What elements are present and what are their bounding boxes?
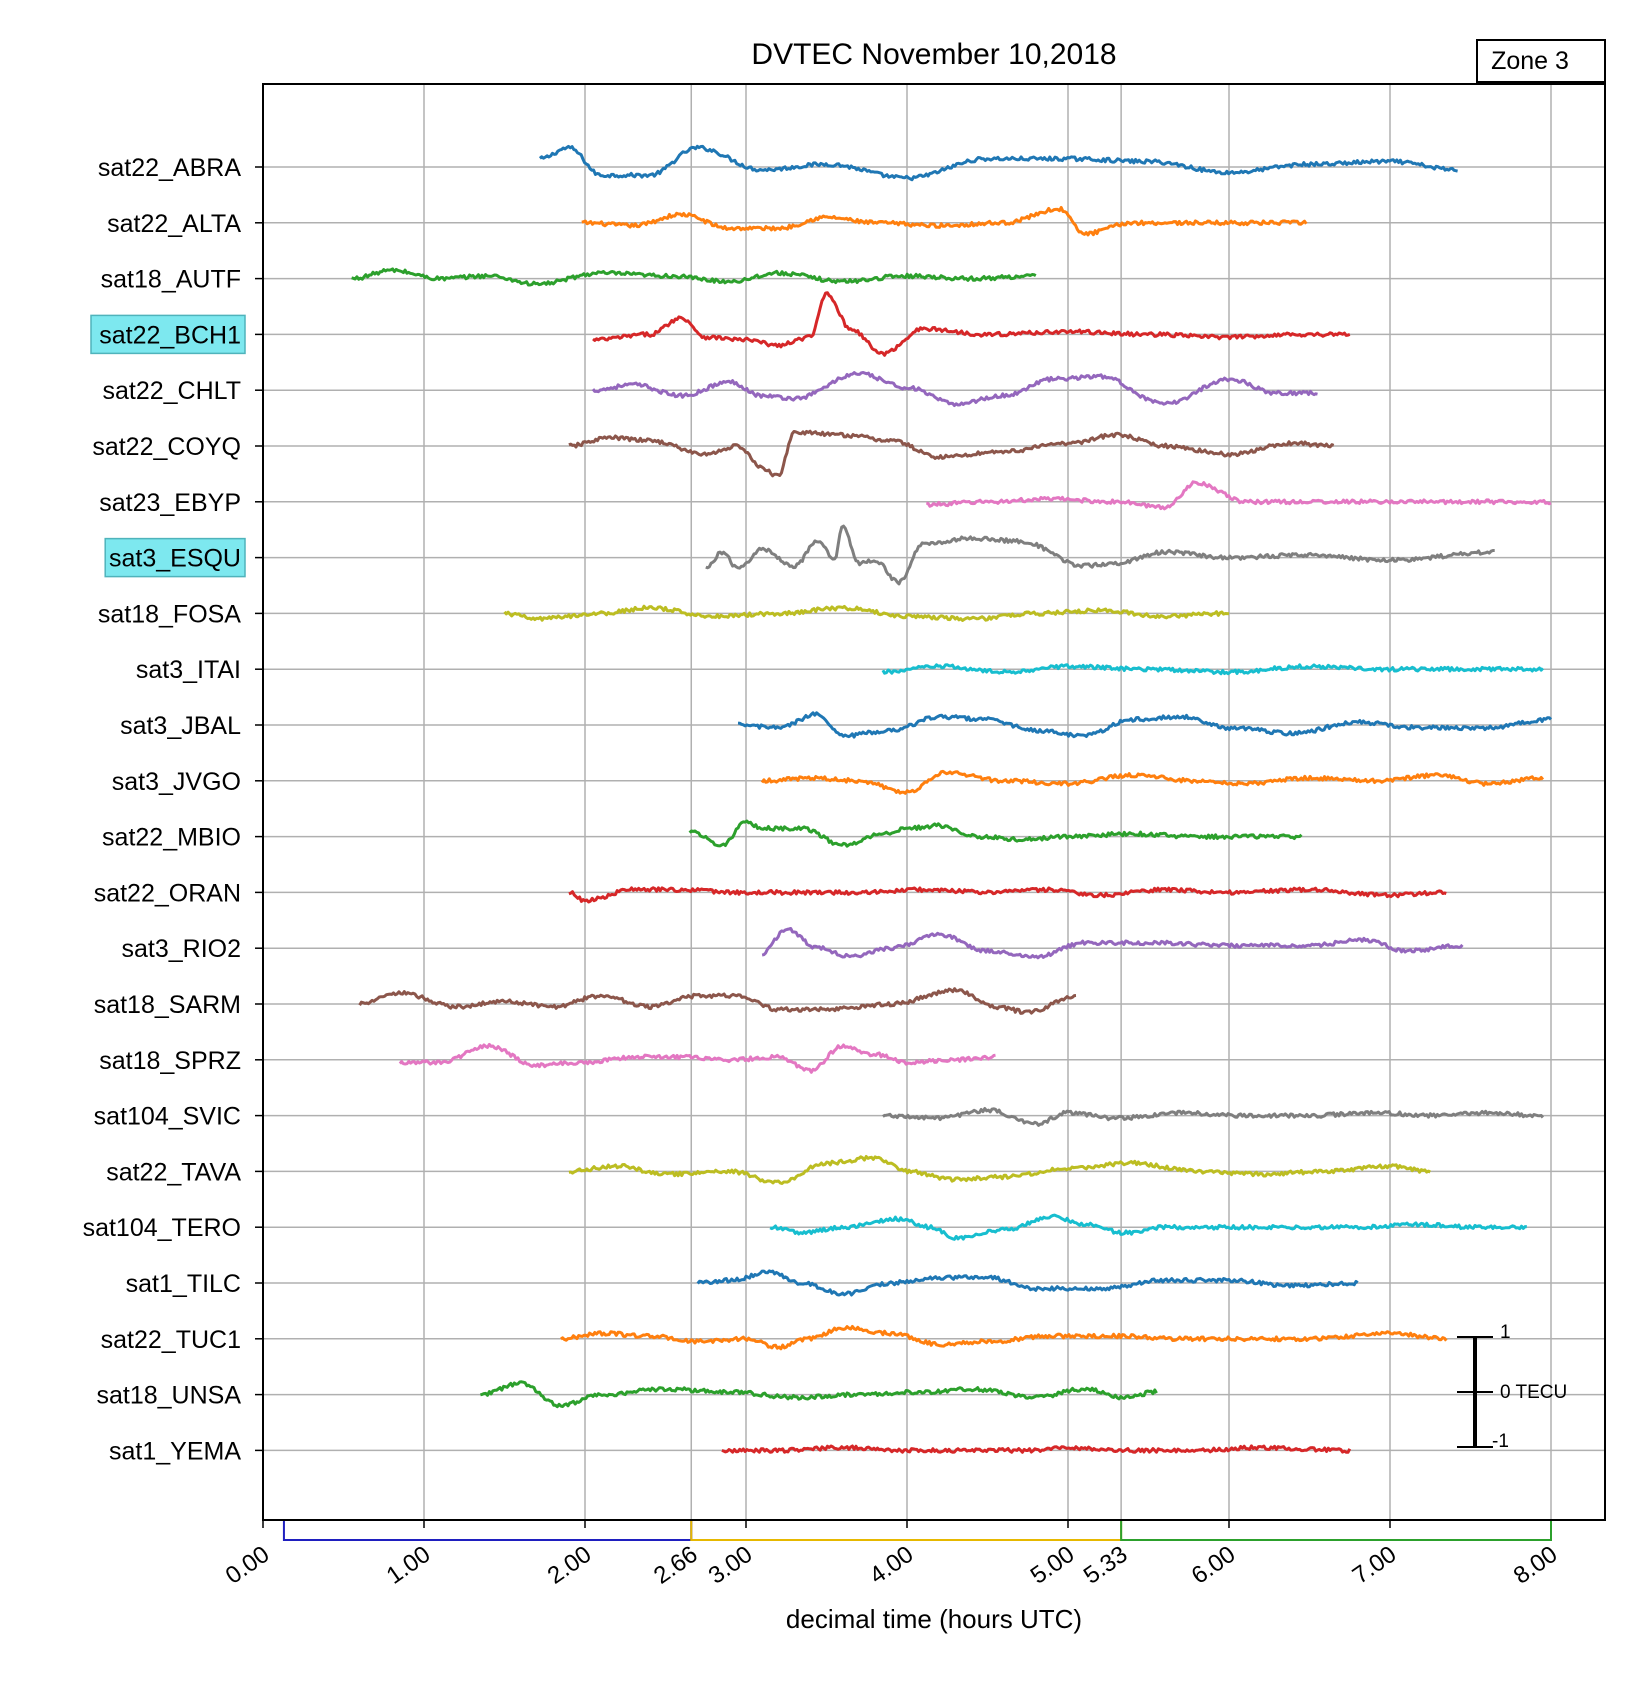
zone-box (1476, 39, 1606, 83)
station-label: sat1_TILC (126, 1270, 241, 1298)
series-layer (351, 144, 1553, 1454)
series-line-sat3_esqu (705, 524, 1495, 586)
zone-label: Zone 3 (1491, 47, 1569, 75)
series-line-sat18_sprz (398, 1042, 996, 1074)
series-line-sat23_ebyp (926, 480, 1552, 511)
series-line-sat3_rio2 (761, 927, 1464, 960)
station-label: sat3_ITAI (136, 656, 241, 684)
station-label: sat18_SPRZ (99, 1047, 241, 1075)
series-line-sat22_alta (581, 206, 1308, 237)
station-label: sat18_FOSA (98, 600, 241, 628)
scale-bottom-label: -1 (1492, 1431, 1509, 1452)
x-tick-label: 8.00 (1509, 1541, 1563, 1590)
series-line-sat104_tero (769, 1213, 1527, 1241)
series-line-sat22_coyq (568, 429, 1335, 478)
x-tick-label: 2.66 (649, 1541, 703, 1590)
series-line-sat104_svic (882, 1107, 1545, 1127)
series-line-sat18_unsa (480, 1380, 1158, 1409)
station-label: sat18_AUTF (101, 266, 241, 294)
station-label: sat104_SVIC (94, 1103, 241, 1131)
label-layer: 0.00 1.00 2.00 2.66 3.00 4.00 5.00 5.33 6.00 7.00… (83, 154, 1563, 1590)
station-label: sat3_RIO2 (121, 935, 241, 963)
plot-frame (262, 83, 1606, 1521)
grid-layer (255, 84, 1605, 1541)
x-tick-label: 4.00 (865, 1541, 919, 1590)
station-label: sat3_JVGO (112, 768, 241, 796)
series-line-sat22_oran (568, 886, 1447, 904)
series-line-sat18_autf (351, 267, 1037, 287)
series-line-sat1_tilc (696, 1269, 1359, 1297)
series-line-sat3_jvgo (760, 769, 1545, 795)
x-tick-label: 3.00 (704, 1541, 758, 1590)
station-label: sat18_UNSA (96, 1382, 241, 1410)
station-label: sat23_EBYP (99, 489, 241, 517)
station-label: sat22_TAVA (106, 1158, 241, 1186)
station-label: sat22_MBIO (102, 824, 241, 852)
series-line-sat22_abra (538, 144, 1458, 182)
x-tick-label: 5.33 (1079, 1541, 1133, 1590)
station-label: sat3_JBAL (120, 712, 241, 740)
station-label: sat1_YEMA (109, 1437, 241, 1465)
chart-title: DVTEC November 10,2018 (751, 38, 1116, 71)
scale-mid-label: 0 TECU (1500, 1382, 1567, 1403)
series-line-sat22_chlt (591, 371, 1318, 407)
station-label: sat104_TERO (83, 1214, 241, 1242)
station-highlight-box (90, 314, 246, 355)
tecu-scale-bar: 1 0 TECU -1 (1457, 1322, 1567, 1452)
series-line-sat22_bch1 (592, 291, 1351, 357)
series-line-sat18_fosa (503, 604, 1230, 622)
station-highlight-box (104, 537, 246, 578)
x-tick-label: 7.00 (1348, 1541, 1402, 1590)
period-bracket (690, 1520, 1123, 1541)
station-label: sat22_CHLT (103, 377, 242, 405)
x-tick-label: 0.00 (221, 1541, 275, 1590)
station-label: sat18_SARM (94, 991, 241, 1019)
series-line-sat22_mbio (688, 819, 1303, 848)
series-line-sat3_jbal (737, 711, 1553, 739)
x-tick-label: 6.00 (1187, 1541, 1241, 1590)
series-line-sat22_tuc1 (559, 1325, 1448, 1351)
station-label: sat22_ALTA (107, 210, 241, 238)
period-bracket (282, 1520, 693, 1541)
series-line-sat3_itai (881, 663, 1545, 676)
station-label: sat22_ABRA (98, 154, 241, 182)
x-axis-label: decimal time (hours UTC) (786, 1604, 1082, 1634)
x-tick-label: 2.00 (543, 1541, 597, 1590)
series-line-sat18_sarm (358, 987, 1077, 1015)
station-label: sat3_ESQU (109, 545, 241, 573)
station-label: sat22_BCH1 (99, 321, 241, 349)
station-label: sat22_TUC1 (101, 1326, 241, 1354)
x-tick-label: 5.00 (1026, 1541, 1080, 1590)
station-label: sat22_COYQ (92, 433, 241, 461)
scale-top-label: 1 (1500, 1322, 1511, 1343)
station-label: sat22_ORAN (94, 879, 241, 907)
period-bracket (1120, 1520, 1552, 1541)
series-line-sat1_yema (721, 1444, 1352, 1454)
x-tick-label: 1.00 (382, 1541, 436, 1590)
series-line-sat22_tava (568, 1155, 1431, 1185)
